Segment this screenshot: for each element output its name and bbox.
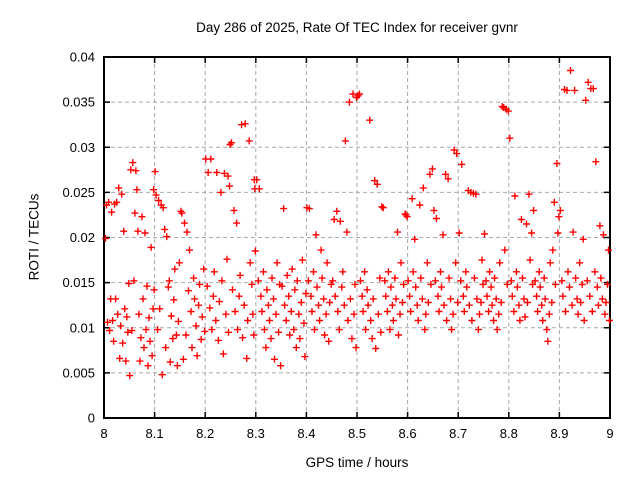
x-tick-label: 9 bbox=[606, 426, 613, 441]
data-points bbox=[102, 67, 613, 380]
x-tick-label: 8.7 bbox=[449, 426, 467, 441]
y-tick-label: 0.005 bbox=[62, 365, 95, 380]
y-tick-label: 0.01 bbox=[70, 320, 95, 335]
x-tick-label: 8.2 bbox=[196, 426, 214, 441]
y-tick-label: 0.04 bbox=[70, 50, 95, 65]
y-tick-label: 0.02 bbox=[70, 230, 95, 245]
y-tick-label: 0.035 bbox=[62, 95, 95, 110]
x-tick-label: 8.1 bbox=[146, 426, 164, 441]
x-tick-label: 8.3 bbox=[247, 426, 265, 441]
grid-lines bbox=[104, 57, 610, 418]
chart-title: Day 286 of 2025, Rate Of TEC Index for r… bbox=[196, 20, 518, 35]
x-tick-label: 8.9 bbox=[550, 426, 568, 441]
x-tick-label: 8.4 bbox=[297, 426, 315, 441]
y-tick-label: 0 bbox=[88, 411, 95, 426]
x-tick-label: 8.6 bbox=[399, 426, 417, 441]
y-tick-label: 0.03 bbox=[70, 140, 95, 155]
x-tick-label: 8.5 bbox=[348, 426, 366, 441]
y-tick-label: 0.025 bbox=[62, 185, 95, 200]
x-tick-label: 8.8 bbox=[500, 426, 518, 441]
x-tick-label: 8 bbox=[100, 426, 107, 441]
x-axis-label: GPS time / hours bbox=[305, 455, 409, 470]
y-tick-label: 0.015 bbox=[62, 275, 95, 290]
plot-border bbox=[103, 56, 611, 419]
